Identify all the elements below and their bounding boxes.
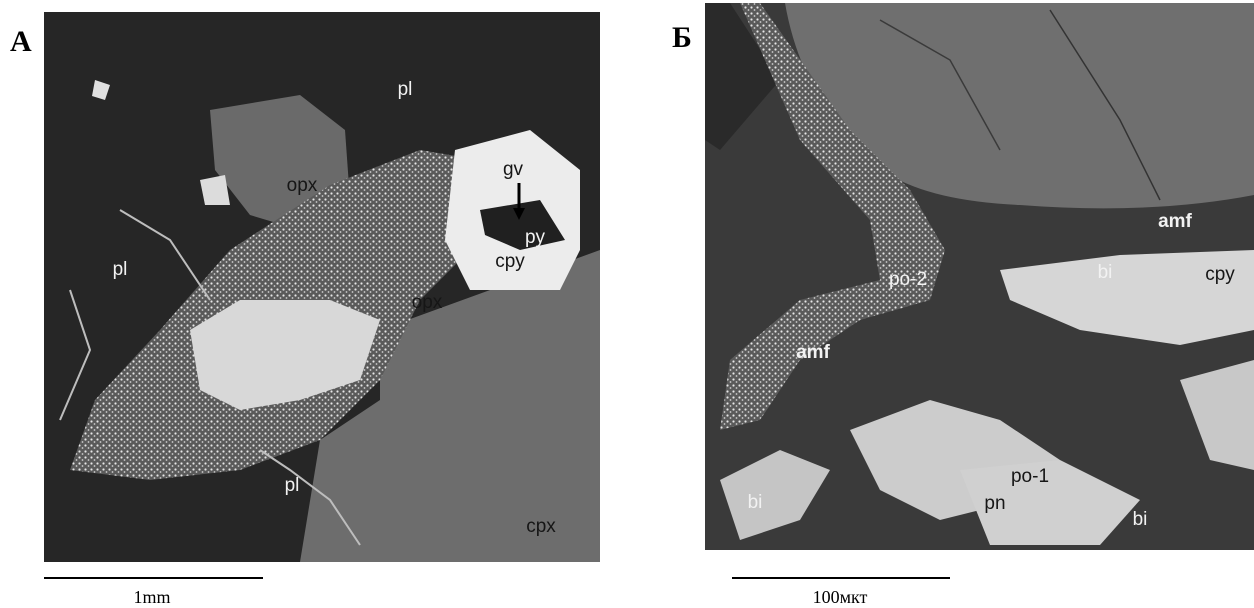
mineral-label: opx (287, 175, 318, 196)
scale-label: 1mm (133, 587, 170, 607)
panel-letter: А (10, 25, 32, 58)
mineral-label: pl (113, 259, 128, 280)
page: {"panels": [ {"letter": "А", "scale_bar"… (0, 0, 1254, 608)
mineral-label: bi (1133, 509, 1148, 530)
scale-label: 100мкт (813, 587, 868, 607)
mineral-label: amf (1158, 211, 1192, 232)
mineral-label: pl (285, 475, 300, 496)
figure: А pl opx gv py cpy pl opx pl cpx 1mm Б a… (0, 0, 1254, 608)
mineral-label: gv (503, 159, 524, 180)
mineral-label: bi (748, 492, 763, 513)
mineral-label: po-1 (1011, 466, 1049, 487)
mineral-label: py (525, 227, 546, 248)
mineral-label: pn (984, 493, 1005, 514)
mineral-label: cpy (1205, 264, 1235, 285)
mineral-label: amf (796, 342, 830, 363)
mineral-label: opx (412, 292, 443, 313)
mineral-label: cpx (526, 516, 556, 537)
mineral-label: bi (1098, 262, 1113, 283)
micrograph-a (44, 12, 600, 562)
mineral-label: pl (398, 79, 413, 100)
micrograph-b (705, 3, 1254, 550)
mineral-label: cpy (495, 251, 525, 272)
mineral-label: po-2 (889, 269, 927, 290)
panel-letter: Б (672, 21, 692, 54)
